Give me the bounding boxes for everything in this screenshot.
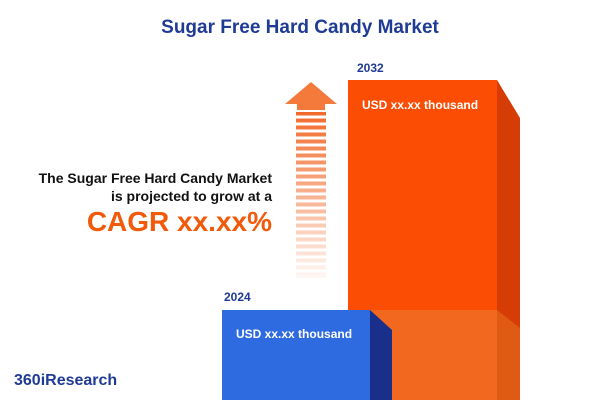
statement-line: is projected to grow at a <box>111 188 272 204</box>
bar-2024 <box>222 310 392 400</box>
growth-arrow <box>285 82 337 278</box>
year-label: 2032 <box>357 61 384 75</box>
bar-label: USD xx.xx thousand <box>236 327 352 341</box>
bar-label: USD xx.xx thousand <box>362 98 478 112</box>
statement-line: The Sugar Free Hard Candy Market <box>39 170 273 186</box>
year-label: 2024 <box>224 290 251 304</box>
title: Sugar Free Hard Candy Market <box>161 17 439 38</box>
cagr: CAGR xx.xx% <box>87 206 272 237</box>
logo: 360iResearch <box>14 372 117 389</box>
